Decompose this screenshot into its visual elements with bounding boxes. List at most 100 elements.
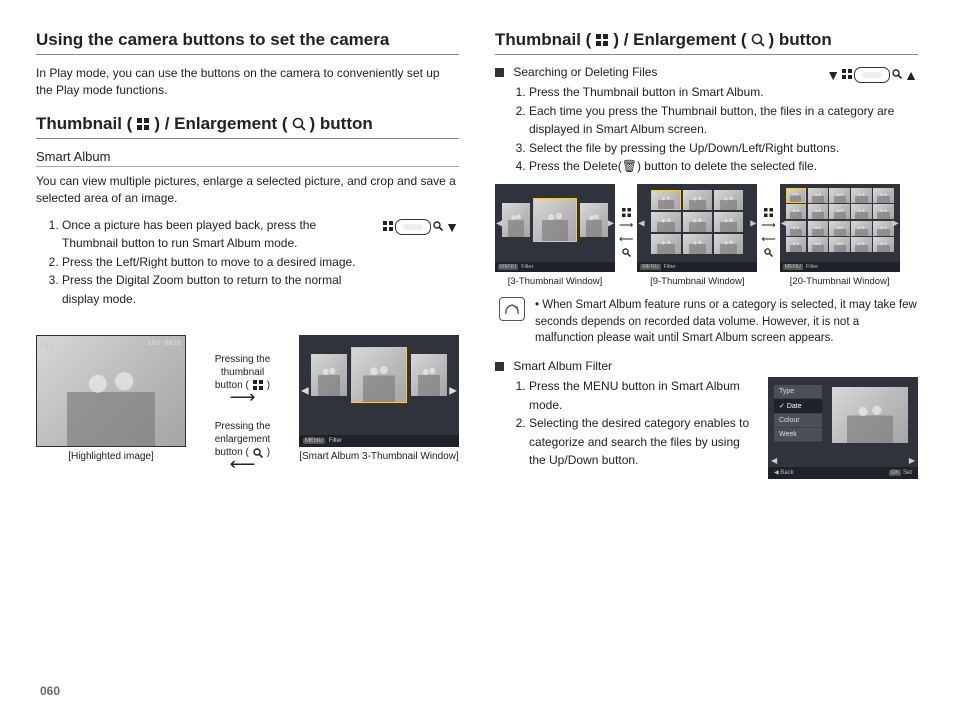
step: Press the Thumbnail button in Smart Albu… (529, 83, 918, 102)
menu-badge: MENU (498, 264, 518, 270)
label-line: Pressing the thumbnail (204, 353, 281, 379)
step: Press the Digital Zoom button to return … (62, 271, 367, 308)
nav-arrows: ◀▶ (495, 218, 615, 227)
filter-screen: Type Date Colour Week ◀▶ ◀ Back OK Set (768, 377, 918, 479)
thumbnail (786, 237, 806, 252)
thumbnail (651, 234, 680, 254)
filter-label: Filter (806, 264, 818, 270)
filter-option: Week (774, 428, 822, 442)
thumbnail (832, 387, 908, 443)
thumbnail (714, 190, 743, 210)
filter-option: Type (774, 385, 822, 399)
smart-album-desc: You can view multiple pictures, enlarge … (36, 173, 459, 208)
magnify-icon (892, 69, 902, 81)
thumbnail (829, 204, 849, 219)
thumbnail (851, 237, 871, 252)
label-press-thumbnail: Pressing the thumbnail button ( ) ⟶ (204, 353, 281, 403)
note-box: • When Smart Album feature runs or a cat… (499, 297, 918, 347)
thumbnail (714, 234, 743, 254)
section-searching: ▼ ▲ Searching or Deleting Files Press th… (495, 65, 918, 176)
step: Press the Left/Right button to move to a… (62, 253, 367, 272)
left-arrow-icon: ⟵ (761, 234, 775, 245)
transition-arrows: ⟶ ⟵ (761, 184, 775, 257)
magnify-icon (751, 33, 765, 47)
nav-arrows: ◀▶ (768, 456, 918, 465)
thumbnail-icon (383, 221, 393, 233)
thumbnail-selected (786, 188, 806, 203)
label-press-enlargement: Pressing the enlargement button ( ) ⟵ (204, 420, 281, 470)
step: Press the MENU button in Smart Album mod… (529, 377, 754, 414)
right-steps-2: Press the MENU button in Smart Album mod… (495, 377, 754, 470)
fig-highlighted-image: 100-0010 [Highlighted image] (36, 335, 186, 462)
camera-screen: ◀▶ MENU Filter (299, 335, 459, 447)
three-views-row: ◀▶ MENUFilter [3-Thumbnail Window] ⟶ ⟵ ◀… (495, 184, 918, 287)
left-arrow-icon: ⟵ (204, 459, 281, 470)
filter-option: Colour (774, 414, 822, 428)
transition-labels: Pressing the thumbnail button ( ) ⟶ Pres… (204, 335, 281, 471)
page-number: 060 (40, 684, 60, 698)
screen-bottom-bar: MENU Filter (299, 435, 459, 447)
view-20-thumb: ◀▶ MENUFilter [20-Thumbnail Window] (780, 184, 900, 287)
section-title: Searching or Deleting Files (513, 65, 657, 79)
step: Once a picture has been played back, pre… (62, 216, 367, 253)
step: Selecting the desired category enables t… (529, 414, 754, 470)
step: Press the Delete(🗑) button to delete the… (529, 157, 918, 176)
step: Select the file by pressing the Up/Down/… (529, 139, 918, 158)
left-arrow-icon: ⟵ (619, 234, 633, 245)
note-icon (499, 297, 525, 321)
view-3-thumb: ◀▶ MENUFilter [3-Thumbnail Window] (495, 184, 615, 287)
thumbnail (786, 204, 806, 219)
right-steps-1: Press the Thumbnail button in Smart Albu… (495, 83, 918, 176)
thumbnail (851, 188, 871, 203)
screen-bottom-bar: MENUFilter (495, 262, 615, 272)
screen-bottom-bar: MENUFilter (780, 262, 900, 272)
h-mid: ) / Enlargement ( (154, 114, 287, 134)
filter-label: Filter (329, 438, 342, 444)
thumbnail (808, 188, 828, 203)
filter-menu: Type Date Colour Week (774, 385, 822, 442)
bullet-square-icon (495, 68, 504, 77)
h-post: ) button (769, 30, 832, 50)
photo-preview (37, 336, 185, 446)
fig-smart-album-3: ◀▶ MENU Filter [Smart Album 3-Thumbnail … (299, 335, 459, 462)
note-text: When Smart Album feature runs or a categ… (535, 299, 917, 344)
thumbnail (873, 204, 893, 219)
menu-badge: MENU (783, 264, 803, 270)
left-steps: Once a picture has been played back, pre… (36, 216, 367, 309)
menu-badge: MENU (640, 264, 660, 270)
section-filter: Smart Album Filter Press the MENU button… (495, 359, 918, 479)
nav-arrows: ◀▶ (780, 218, 900, 227)
down-arrow-icon: ▼ (445, 222, 459, 232)
figure-caption: [3-Thumbnail Window] (495, 276, 615, 287)
h-mid: ) / Enlargement ( (613, 30, 746, 50)
thumbnail-icon (622, 208, 631, 217)
magnify-icon (764, 248, 773, 257)
thumbnail-icon (595, 33, 609, 47)
right-column: Thumbnail ( ) / Enlargement ( ) button ▼… (495, 30, 918, 700)
subheading-smart-album: Smart Album (36, 149, 459, 167)
filter-label: Filter (521, 264, 533, 270)
heading-thumbnail-enlarge-right: Thumbnail ( ) / Enlargement ( ) button (495, 30, 918, 55)
h-post: ) button (310, 114, 373, 134)
thumbnail (873, 188, 893, 203)
menu-badge: MENU (303, 438, 325, 444)
thumbnail (851, 204, 871, 219)
figure-caption: [9-Thumbnail Window] (637, 276, 757, 287)
view-9-thumb: ◀▶ MENUFilter [9-Thumbnail Window] (637, 184, 757, 287)
play-mode-icon (41, 339, 53, 348)
zoom-widget-illustration: ▼ (383, 216, 459, 236)
rocker-slot (854, 67, 890, 83)
thumbnail (683, 234, 712, 254)
figure-caption: [20-Thumbnail Window] (780, 276, 900, 287)
thumbnail (683, 190, 712, 210)
set-label: Set (903, 470, 912, 476)
magnify-icon (622, 248, 631, 257)
heading-thumbnail-enlarge-left: Thumbnail ( ) / Enlargement ( ) button (36, 114, 459, 139)
label-line: Pressing the enlargement (204, 420, 281, 446)
figure-caption: [Highlighted image] (36, 451, 186, 462)
thumbnail (808, 237, 828, 252)
bullet-square-icon (495, 362, 504, 371)
rocker-slot (395, 219, 431, 235)
left-figures-row: 100-0010 [Highlighted image] Pressing th… (36, 335, 459, 471)
h-pre: Thumbnail ( (36, 114, 132, 134)
